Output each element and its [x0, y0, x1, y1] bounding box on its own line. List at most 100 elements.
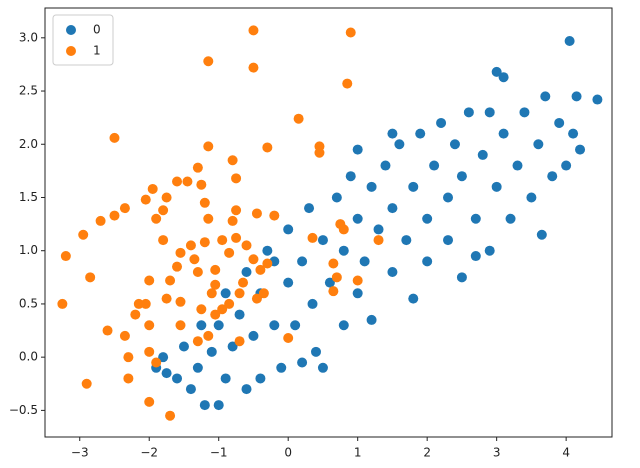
- point: [331, 192, 342, 203]
- point: [199, 197, 210, 208]
- point: [251, 293, 262, 304]
- point: [151, 213, 162, 224]
- y-tick-label: 1.0: [19, 243, 38, 257]
- point: [192, 336, 203, 347]
- x-tick-label: 2: [423, 446, 431, 460]
- point: [345, 171, 356, 182]
- y-tick-label: 0.5: [19, 296, 38, 310]
- point: [526, 192, 537, 203]
- point: [144, 346, 155, 357]
- point: [564, 36, 575, 46]
- point: [571, 91, 582, 102]
- point: [144, 396, 155, 407]
- point: [238, 277, 249, 288]
- point: [310, 346, 321, 357]
- point: [491, 181, 502, 192]
- point: [429, 160, 440, 171]
- point: [203, 213, 214, 224]
- point: [241, 240, 252, 251]
- point: [231, 205, 242, 216]
- legend-label: 0: [93, 23, 101, 37]
- point: [130, 309, 141, 320]
- point: [592, 94, 603, 105]
- point: [331, 272, 342, 283]
- point: [276, 362, 287, 373]
- point: [189, 254, 200, 265]
- legend-marker: [66, 46, 76, 56]
- point: [196, 179, 207, 190]
- point: [158, 235, 169, 246]
- point: [206, 288, 217, 299]
- point: [182, 176, 193, 187]
- point: [133, 298, 144, 309]
- point: [165, 275, 176, 286]
- point: [456, 171, 467, 182]
- point: [262, 142, 273, 153]
- y-tick-label: 2.5: [19, 84, 38, 98]
- point: [484, 107, 495, 118]
- point: [554, 117, 565, 128]
- point: [175, 247, 186, 258]
- point: [366, 314, 377, 325]
- point: [422, 213, 433, 224]
- point: [78, 229, 89, 240]
- point: [220, 288, 231, 299]
- point: [140, 194, 151, 205]
- point: [241, 267, 252, 277]
- point: [255, 264, 266, 275]
- point: [366, 181, 377, 192]
- point: [217, 235, 228, 246]
- x-tick-label: −3: [71, 446, 89, 460]
- y-tick-label: 3.0: [19, 30, 38, 44]
- point: [443, 192, 454, 203]
- point: [217, 304, 228, 315]
- x-tick-label: −2: [140, 446, 158, 460]
- legend-label: 1: [93, 44, 101, 58]
- point: [119, 203, 130, 214]
- point: [220, 373, 231, 384]
- point: [185, 384, 196, 395]
- point: [387, 203, 398, 214]
- point: [151, 357, 162, 368]
- point: [338, 320, 349, 331]
- point: [283, 333, 294, 343]
- point: [81, 378, 92, 389]
- point: [172, 261, 183, 272]
- point: [196, 304, 207, 315]
- point: [60, 251, 71, 262]
- point: [498, 72, 509, 83]
- point: [140, 298, 151, 309]
- point: [199, 237, 210, 248]
- point: [314, 147, 325, 158]
- point: [199, 400, 210, 411]
- point: [192, 162, 203, 173]
- point: [443, 235, 454, 246]
- point: [109, 132, 120, 143]
- point: [248, 62, 259, 73]
- point: [283, 277, 294, 288]
- y-tick-label: 0.0: [19, 350, 38, 364]
- point: [470, 251, 481, 262]
- point: [175, 320, 186, 331]
- point: [547, 171, 558, 182]
- point: [498, 128, 509, 139]
- point: [241, 384, 252, 395]
- point: [144, 275, 155, 286]
- point: [297, 357, 308, 368]
- x-tick-label: 4: [562, 446, 570, 460]
- point: [338, 245, 349, 256]
- point: [109, 210, 120, 221]
- point: [262, 245, 273, 256]
- point: [408, 293, 419, 304]
- point: [328, 258, 339, 269]
- point: [283, 224, 294, 235]
- point: [297, 256, 308, 267]
- point: [415, 128, 426, 139]
- point: [178, 341, 189, 352]
- y-tick-label: 1.5: [19, 190, 38, 204]
- point: [119, 330, 130, 341]
- point: [248, 330, 259, 341]
- x-tick-label: 0: [284, 446, 292, 460]
- y-tick-label: 2.0: [19, 137, 38, 151]
- point: [102, 325, 113, 336]
